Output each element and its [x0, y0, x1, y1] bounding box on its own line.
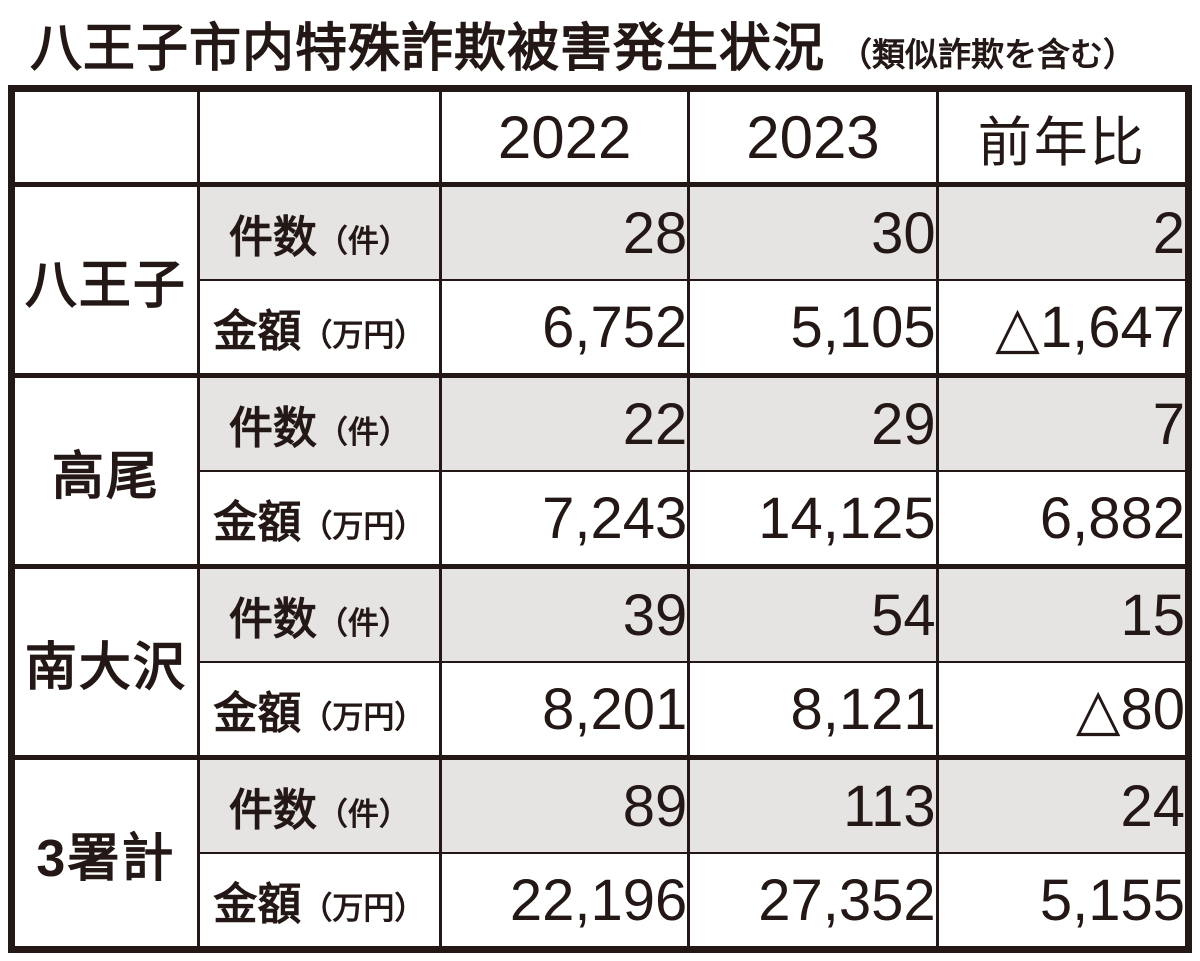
row-label-amount: 金額（万円）: [196, 852, 442, 951]
cell-value: 8,201: [438, 661, 691, 759]
cell-value: △80: [935, 661, 1191, 759]
cell-value: 7,243: [438, 470, 691, 568]
corner-cell-metric: [196, 87, 442, 187]
cell-value: 22,196: [438, 852, 691, 951]
cell-value: 27,352: [687, 852, 939, 951]
corner-cell-area: [10, 87, 200, 187]
table-row: 3署計 件数（件） 89 113 24: [10, 755, 1191, 951]
col-header-2022: 2022: [438, 87, 691, 187]
table-row: 金額（万円） 7,243 14,125 6,882: [12, 470, 1191, 568]
cell-value: 15: [935, 564, 1191, 663]
table-row: 南大沢 件数（件） 39 54 15: [10, 564, 1191, 759]
cell-value: 5,155: [935, 852, 1191, 951]
cell-value: 2: [935, 182, 1191, 281]
cell-value: 8,121: [687, 661, 939, 759]
page-title: 八王子市内特殊詐欺被害発生状況 （類似詐欺を含む）: [0, 0, 1200, 85]
cell-value: 14,125: [687, 470, 939, 568]
cell-value: 6,752: [438, 279, 691, 377]
cell-value: 30: [687, 182, 939, 281]
cell-value: 24: [935, 755, 1191, 854]
cell-value: 22: [438, 373, 691, 472]
cell-value: 5,105: [687, 279, 939, 377]
cell-value: 28: [438, 182, 691, 281]
table-row: 金額（万円） 8,201 8,121 △80: [12, 661, 1191, 759]
fraud-stats-table: 2022 2023 前年比 八王子 件数（件） 28 30 2 金額（万円） 6…: [8, 85, 1192, 953]
cell-value: 54: [687, 564, 939, 663]
row-label-amount: 金額（万円）: [196, 661, 442, 759]
col-header-2023: 2023: [687, 87, 939, 187]
cell-value: △1,647: [935, 279, 1191, 377]
col-header-yoy: 前年比: [935, 87, 1191, 187]
cell-value: 29: [687, 373, 939, 472]
row-label-amount: 金額（万円）: [196, 470, 442, 568]
cell-value: 113: [687, 755, 939, 854]
table-row: 金額（万円） 22,196 27,352 5,155: [12, 852, 1191, 951]
title-main: 八王子市内特殊詐欺被害発生状況: [30, 20, 826, 78]
table-row: 高尾 件数（件） 22 29 7: [10, 373, 1191, 568]
title-note: （類似詐欺を含む）: [839, 36, 1137, 73]
table-row: 金額（万円） 6,752 5,105 △1,647: [12, 279, 1191, 377]
group-name-takao: 高尾: [10, 373, 200, 568]
cell-value: 39: [438, 564, 691, 663]
cell-value: 6,882: [935, 470, 1191, 568]
group-name-hachioji: 八王子: [10, 182, 200, 377]
group-name-total: 3署計: [10, 755, 200, 951]
cell-value: 7: [935, 373, 1191, 472]
row-label-amount: 金額（万円）: [196, 279, 442, 377]
cell-value: 89: [438, 755, 691, 854]
row-label-cases: 件数（件）: [196, 755, 442, 854]
group-name-minamiosawa: 南大沢: [10, 564, 200, 759]
row-label-cases: 件数（件）: [196, 182, 442, 281]
row-label-cases: 件数（件）: [196, 373, 442, 472]
header-row: 2022 2023 前年比: [10, 87, 1191, 187]
row-label-cases: 件数（件）: [196, 564, 442, 663]
table-row: 八王子 件数（件） 28 30 2: [10, 182, 1191, 377]
